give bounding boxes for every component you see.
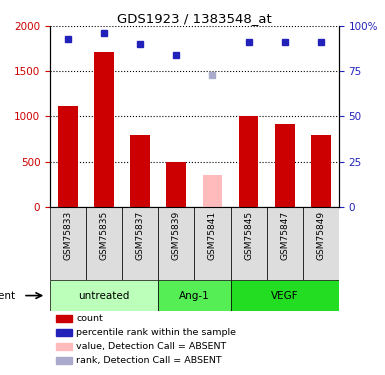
Bar [56,315,72,321]
Text: percentile rank within the sample: percentile rank within the sample [76,328,236,337]
Bar [56,357,72,364]
Text: GSM75833: GSM75833 [64,210,73,260]
Text: GSM75845: GSM75845 [244,210,253,260]
Bar [158,207,194,280]
Bar [122,207,158,280]
Bar [158,280,231,311]
Bar [166,162,186,207]
Text: GSM75849: GSM75849 [316,210,325,260]
Bar [231,207,266,280]
Bar [239,116,258,207]
Text: GSM75837: GSM75837 [136,210,145,260]
Text: agent: agent [0,291,15,301]
Bar [231,280,339,311]
Text: count: count [76,314,103,322]
Text: GSM75835: GSM75835 [100,210,109,260]
Bar [50,280,158,311]
Text: GSM75841: GSM75841 [208,210,217,260]
Bar [311,135,331,207]
Title: GDS1923 / 1383548_at: GDS1923 / 1383548_at [117,12,272,25]
Text: rank, Detection Call = ABSENT: rank, Detection Call = ABSENT [76,356,222,365]
Bar [194,207,231,280]
Text: value, Detection Call = ABSENT: value, Detection Call = ABSENT [76,342,226,351]
Bar [131,135,150,207]
Bar [56,343,72,350]
Text: Ang-1: Ang-1 [179,291,210,301]
Text: GSM75847: GSM75847 [280,210,289,260]
Bar [94,51,114,207]
Text: VEGF: VEGF [271,291,298,301]
Bar [50,207,86,280]
Bar [275,124,295,207]
Bar [203,175,223,207]
Bar [56,329,72,336]
Bar [86,207,122,280]
Bar [303,207,339,280]
Bar [266,207,303,280]
Bar [58,106,78,207]
Text: untreated: untreated [79,291,130,301]
Text: GSM75839: GSM75839 [172,210,181,260]
